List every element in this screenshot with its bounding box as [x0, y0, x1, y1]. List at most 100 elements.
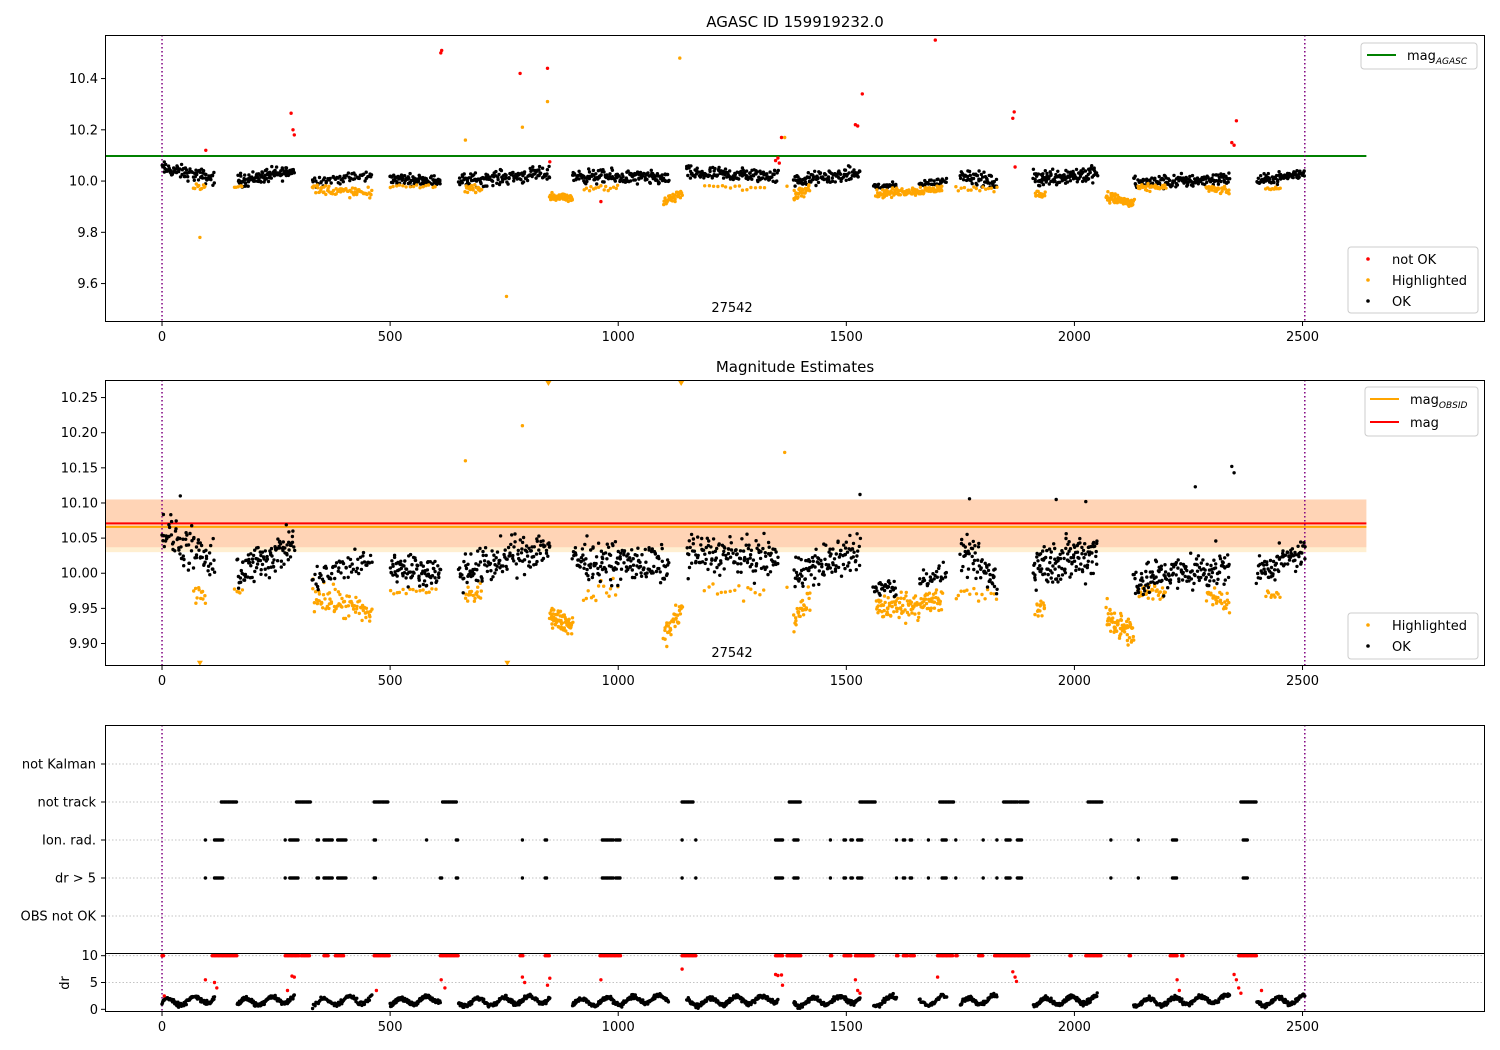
highlighted-point	[392, 592, 396, 596]
highlighted-point	[395, 184, 399, 188]
mag-obsid-band	[105, 499, 1367, 553]
highlighted-point	[571, 620, 575, 624]
ok-point	[438, 178, 442, 182]
ok-point	[492, 558, 496, 562]
ok-point	[286, 558, 290, 562]
highlighted-point	[956, 189, 960, 193]
highlighted-point	[749, 185, 753, 190]
ok-point	[268, 551, 273, 555]
ok-point	[1163, 570, 1168, 574]
dr-point	[367, 998, 372, 1002]
ok-point	[831, 547, 835, 551]
legend-highlighted-label-2: Highlighted	[1392, 619, 1467, 634]
ok-point	[743, 555, 747, 560]
highlighted-point	[924, 601, 929, 606]
ok-point	[259, 553, 263, 558]
highlighted-point	[913, 594, 918, 598]
highlighted-point	[1160, 586, 1165, 590]
ok-point	[1274, 561, 1279, 566]
highlighted-point	[783, 135, 787, 140]
ok-point	[209, 543, 213, 548]
ok-point	[1179, 171, 1184, 176]
highlighted-point	[794, 623, 798, 627]
highlighted-point	[919, 597, 923, 601]
highlighted-point	[368, 196, 372, 200]
ok-point	[194, 555, 199, 560]
highlighted-point	[976, 599, 981, 603]
ok-point	[574, 553, 578, 557]
ok-point	[776, 555, 780, 559]
flag-point	[981, 838, 985, 842]
ok-point	[961, 564, 965, 569]
highlighted-point	[746, 586, 750, 590]
flag-point	[926, 876, 931, 880]
ok-point	[1196, 554, 1201, 558]
ok-point	[1267, 176, 1271, 180]
ok-point	[850, 547, 855, 551]
highlighted-point	[364, 615, 368, 620]
flag-point	[944, 838, 948, 842]
ok-point	[1170, 562, 1174, 567]
ok-point	[1279, 562, 1284, 566]
ok-point	[687, 552, 691, 557]
ok-point	[589, 562, 593, 566]
ok-point	[187, 561, 192, 565]
ok-point	[1203, 568, 1207, 572]
highlighted-point	[1146, 182, 1150, 186]
ok-point	[283, 546, 287, 550]
ok-point	[395, 574, 399, 578]
ok-point	[282, 562, 286, 566]
ok-point	[238, 171, 243, 175]
ok-point	[619, 577, 623, 581]
legend-highlighted-swatch-2	[1366, 623, 1370, 627]
highlighted-point	[992, 190, 996, 194]
ok-point	[395, 580, 399, 584]
highlighted-point	[984, 187, 988, 191]
highlighted-point	[1210, 188, 1214, 192]
ok-point	[339, 571, 343, 575]
ok-point	[472, 572, 476, 576]
ok-point	[281, 540, 285, 544]
ok-point	[844, 540, 848, 544]
highlighted-point	[430, 587, 434, 591]
ok-point	[710, 558, 714, 562]
ok-point	[480, 579, 484, 583]
highlighted-point	[397, 590, 402, 595]
highlighted-point	[312, 601, 317, 605]
highlighted-point	[716, 184, 720, 189]
p2-ytick-label: 9.95	[69, 602, 98, 617]
ok-point	[494, 556, 498, 560]
ok-point	[602, 170, 606, 174]
ok-point	[252, 579, 256, 584]
ok-point	[204, 548, 208, 552]
ok-point	[594, 555, 599, 559]
ok-point	[1277, 541, 1282, 545]
ok-point	[833, 567, 838, 571]
highlighted-point	[434, 587, 438, 591]
highlighted-point	[711, 184, 716, 188]
ok-point	[608, 172, 612, 176]
ok-point	[837, 555, 842, 559]
highlighted-point	[663, 196, 667, 200]
ok-point	[458, 566, 462, 570]
ok-point	[738, 556, 743, 561]
ok-point	[1194, 557, 1199, 561]
ok-point	[1175, 183, 1180, 187]
ok-point	[693, 175, 697, 179]
ok-point	[972, 567, 976, 572]
highlighted-point	[408, 587, 412, 591]
highlighted-point	[1042, 603, 1046, 608]
ok-point	[839, 574, 844, 578]
ok-point	[1062, 173, 1066, 177]
ok-point	[614, 567, 618, 571]
ok-point	[1150, 176, 1154, 180]
ok-point	[537, 168, 541, 172]
ok-point	[968, 542, 972, 546]
highlighted-point	[1151, 588, 1155, 592]
ok-point	[958, 176, 963, 180]
ok-point	[503, 548, 507, 552]
ok-point	[263, 567, 267, 571]
highlighted-point	[355, 192, 359, 197]
ok-point	[408, 570, 413, 574]
ok-point	[177, 169, 181, 174]
